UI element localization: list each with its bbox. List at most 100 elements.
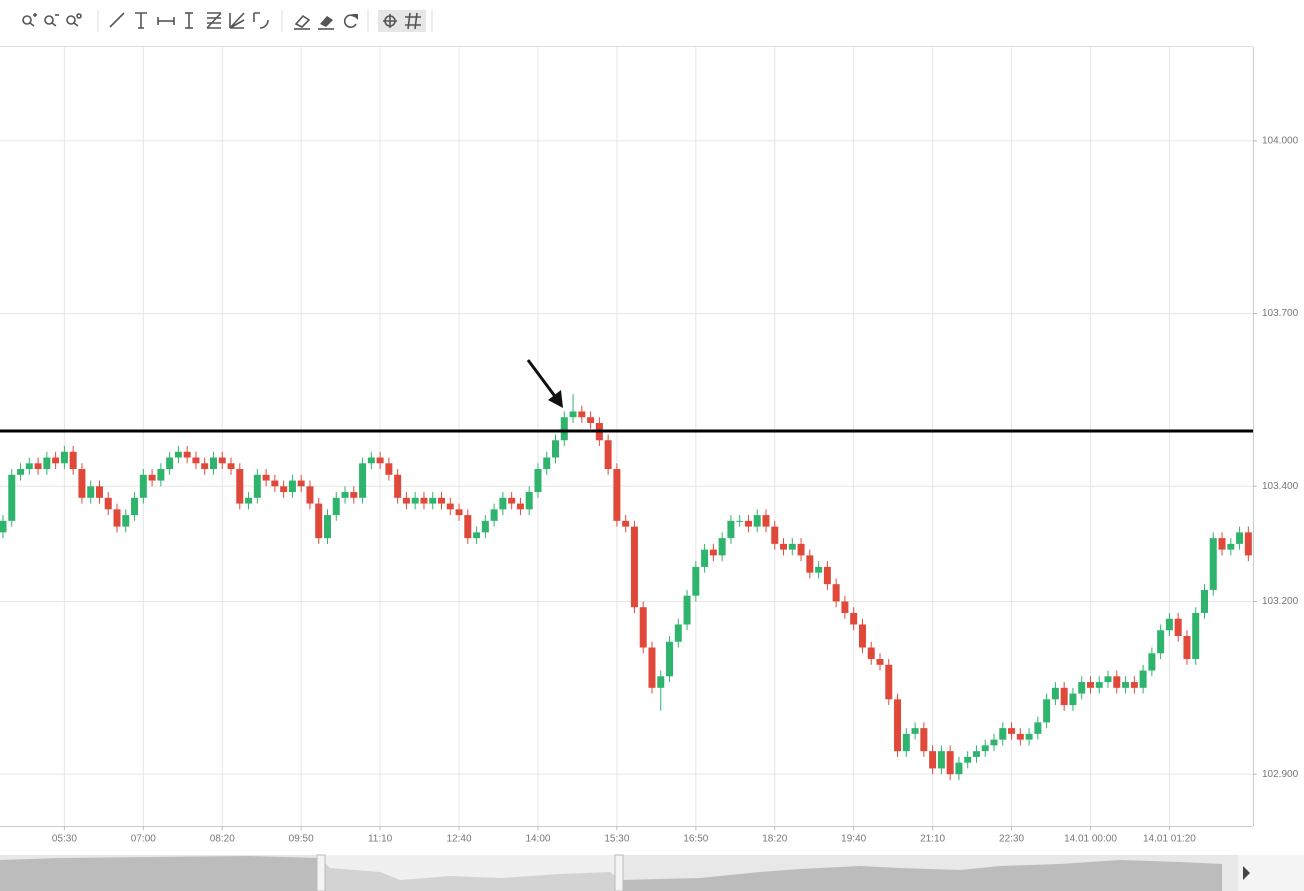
candle-body xyxy=(438,497,445,504)
candle-body xyxy=(1157,630,1165,654)
candle-body xyxy=(341,492,349,498)
candle-body xyxy=(1069,693,1077,706)
candle-body xyxy=(525,492,533,510)
candle-body xyxy=(166,457,174,470)
candle-body xyxy=(937,751,945,769)
candle-body xyxy=(1218,538,1226,550)
candle-body xyxy=(1244,532,1252,556)
candle-body xyxy=(850,612,858,625)
candle-body xyxy=(43,457,51,470)
candle-body xyxy=(25,463,33,470)
candle-body xyxy=(1095,682,1103,688)
candle-body xyxy=(972,751,980,757)
candle-body xyxy=(894,699,902,752)
candle-body xyxy=(736,520,744,522)
candle-body xyxy=(999,728,1007,740)
x-tick-label: 12:40 xyxy=(447,834,472,845)
candle-body xyxy=(587,417,595,423)
horizontal-line-tool[interactable] xyxy=(157,17,175,25)
candle-body xyxy=(218,457,226,464)
candle-body xyxy=(709,549,717,556)
candle-body xyxy=(876,659,884,665)
fibonacci-tool[interactable] xyxy=(206,12,222,29)
candle-body xyxy=(788,543,796,550)
candle-body xyxy=(490,509,498,521)
candle-body xyxy=(753,515,761,527)
candle-body xyxy=(323,515,331,539)
candle-body xyxy=(455,509,463,516)
candle-body xyxy=(411,497,419,504)
candle-body xyxy=(1183,636,1191,660)
candle-body xyxy=(359,463,367,498)
x-tick-label: 07:00 xyxy=(131,834,156,845)
candle-body xyxy=(806,555,814,573)
zoom-reset[interactable] xyxy=(66,13,82,27)
candle-body xyxy=(657,676,665,688)
text-tool[interactable] xyxy=(135,12,147,29)
y-tick-label: 104.000 xyxy=(1262,135,1299,146)
fib-arc-tool[interactable] xyxy=(253,12,269,29)
erase-tool[interactable] xyxy=(294,14,311,30)
candle-body xyxy=(17,469,25,475)
candle-body xyxy=(34,463,42,470)
trend-line-tool[interactable] xyxy=(109,12,125,28)
x-tick-label: 19:40 xyxy=(841,834,866,845)
zoom-out[interactable] xyxy=(44,14,59,27)
candle-body xyxy=(157,469,165,481)
candle-body xyxy=(1174,618,1182,636)
scroll-right-arrow[interactable] xyxy=(1243,866,1250,880)
y-tick-label: 103.200 xyxy=(1262,596,1299,607)
navigator-handle-left[interactable] xyxy=(316,854,326,891)
vertical-line-tool[interactable] xyxy=(185,12,193,29)
candle-body xyxy=(1148,653,1156,671)
y-tick-label: 102.900 xyxy=(1262,769,1299,780)
candle-body xyxy=(315,503,323,539)
candle-body xyxy=(122,515,130,527)
candle-body xyxy=(113,509,121,527)
candle-body xyxy=(131,497,139,516)
candle-body xyxy=(622,520,630,527)
candle-body xyxy=(1008,728,1016,734)
candle-body xyxy=(1139,670,1147,688)
candle-body xyxy=(902,733,910,752)
candle-body xyxy=(245,497,253,504)
zoom-in[interactable] xyxy=(22,13,37,27)
candle-body xyxy=(832,584,840,602)
candle-body xyxy=(376,457,384,464)
toolbar xyxy=(22,10,433,32)
fib-fan-tool[interactable] xyxy=(229,12,245,29)
candle-body xyxy=(139,474,147,498)
candle-body xyxy=(508,497,516,504)
refresh[interactable] xyxy=(343,14,358,28)
candle-body xyxy=(578,411,586,418)
candle-body xyxy=(639,607,647,648)
candle-body xyxy=(911,728,919,734)
candle-body xyxy=(569,411,577,418)
candle-body xyxy=(630,526,638,608)
candle-body xyxy=(385,463,393,475)
candle-body xyxy=(666,641,674,677)
candle-body xyxy=(402,497,410,504)
candle-body xyxy=(394,474,402,498)
candle-body xyxy=(95,486,103,498)
erase-all-tool[interactable] xyxy=(318,16,334,30)
candle-body xyxy=(692,566,700,596)
candle-body xyxy=(332,497,340,516)
crosshair-toggle[interactable] xyxy=(383,14,397,28)
candle-body xyxy=(209,457,217,470)
candle-body xyxy=(78,469,86,498)
x-tick-label: 08:20 xyxy=(210,834,235,845)
candle-body xyxy=(420,497,428,504)
x-tick-label: 22:30 xyxy=(999,834,1024,845)
candle-body xyxy=(534,469,542,493)
candle-body xyxy=(858,624,866,648)
candle-body xyxy=(1086,682,1094,688)
candle-body xyxy=(1165,618,1173,631)
candle-body xyxy=(964,756,972,763)
candle-body xyxy=(52,457,60,464)
grid-toggle[interactable] xyxy=(405,12,421,30)
navigator-handle-right[interactable] xyxy=(614,854,624,891)
candle-body xyxy=(771,526,779,544)
candle-body xyxy=(543,457,551,470)
